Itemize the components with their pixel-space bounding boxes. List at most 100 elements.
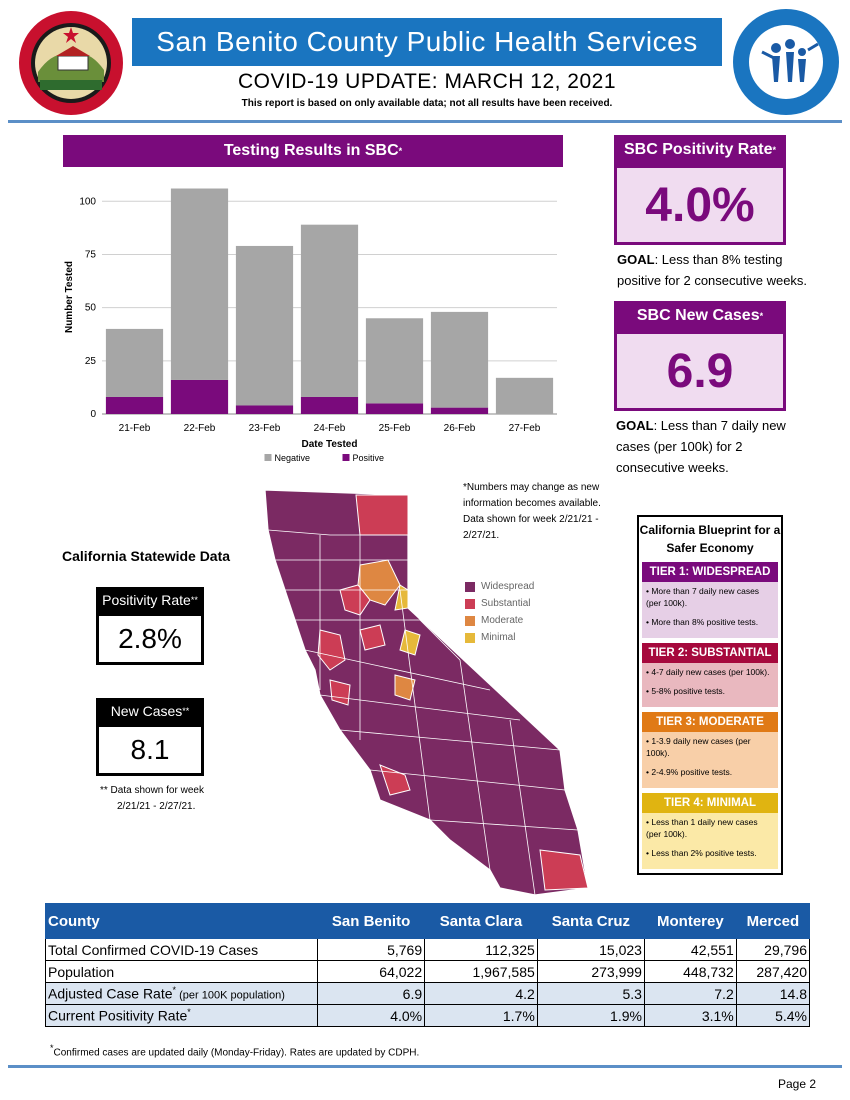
blueprint-panel: California Blueprint for a Safer Economy… xyxy=(637,515,783,875)
table-cell: 5.4% xyxy=(735,1004,811,1027)
table-header-cell: Merced xyxy=(735,903,811,939)
statewide-note: ** Data shown for week 2/21/21 - 2/27/21… xyxy=(100,783,204,815)
bar-positive xyxy=(300,396,359,414)
sbc-positivity-header: SBC Positivity Rate * xyxy=(614,135,786,165)
state-new-cases-value: 8.1 xyxy=(96,724,204,776)
state-positivity-value: 2.8% xyxy=(96,613,204,665)
report-note: This report is based on only available d… xyxy=(241,98,613,109)
tier-4-body: • Less than 1 daily new cases (per 100k)… xyxy=(642,813,778,869)
update-title: COVID-19 UPDATE: MARCH 12, 2021 xyxy=(237,70,617,93)
row-label: Population xyxy=(45,960,318,983)
map-county-substantial xyxy=(329,679,351,706)
bar-negative xyxy=(495,377,554,414)
tier-item: • Less than 2% positive tests. xyxy=(646,848,757,858)
sbc-new-cases-value: 6.9 xyxy=(614,331,786,411)
legend-swatch xyxy=(465,632,475,643)
page-number: Page 2 xyxy=(778,1077,817,1091)
footnote-mark: * xyxy=(50,1043,54,1053)
sbc-new-cases-goal: GOAL: Less than 7 daily new cases (per 1… xyxy=(616,415,786,478)
legend-minimal: Minimal xyxy=(465,629,534,646)
map-county-substantial xyxy=(379,764,411,796)
bar-negative xyxy=(170,188,229,380)
state-new-cases-label: New Cases ** xyxy=(96,698,204,724)
california-tier-map xyxy=(264,490,589,896)
footer-divider xyxy=(8,1065,842,1068)
bar-positive xyxy=(170,379,229,414)
county-seal-logo xyxy=(19,11,123,115)
table-header-cell: County xyxy=(45,903,318,939)
state-positivity-label-text: Positivity Rate xyxy=(102,592,191,608)
table-cell: 15,023 xyxy=(536,938,645,961)
x-axis-label: Date Tested xyxy=(302,439,358,450)
table-cell: 1.7% xyxy=(424,1004,538,1027)
map-county-substantial xyxy=(359,624,386,651)
tier-1-header: TIER 1: WIDESPREAD xyxy=(642,562,778,582)
map-legend-list: Widespread Substantial Moderate Minimal xyxy=(465,578,534,646)
statewide-title: California Statewide Data xyxy=(62,548,231,564)
sbc-new-cases-title: SBC New Cases xyxy=(636,307,760,324)
legend-label: Negative xyxy=(275,453,311,463)
bar-positive xyxy=(235,405,294,414)
table-header-cell: San Benito xyxy=(316,903,426,939)
y-tick-label: 25 xyxy=(85,356,97,367)
table-row: Current Positivity Rate* 4.0% 1.7% 1.9% … xyxy=(45,1004,811,1027)
map-county-substantial xyxy=(539,849,589,891)
table-cell: 6.9 xyxy=(316,982,426,1005)
table-cell: 42,551 xyxy=(643,938,737,961)
table-cell: 14.8 xyxy=(735,982,811,1005)
table-cell: 5,769 xyxy=(316,938,426,961)
bar-positive xyxy=(365,403,424,414)
table-cell: 1.9% xyxy=(536,1004,645,1027)
state-positivity-label: Positivity Rate ** xyxy=(96,587,204,613)
public-health-services-logo xyxy=(733,9,839,115)
table-header-cell: Santa Clara xyxy=(424,903,538,939)
tier-3-body: • 1-3.9 daily new cases (per 100k). • 2-… xyxy=(642,732,778,788)
tier-3-header: TIER 3: MODERATE xyxy=(642,712,778,732)
tier-1-body: • More than 7 daily new cases (per 100k)… xyxy=(642,582,778,638)
table-cell: 5.3 xyxy=(536,982,645,1005)
goal-label: GOAL xyxy=(617,252,655,267)
california-widespread-region xyxy=(264,490,589,896)
table-header-cell: Monterey xyxy=(643,903,737,939)
table-cell: 1,967,585 xyxy=(424,960,538,983)
y-tick-label: 75 xyxy=(85,249,97,260)
goal-text: : Less than 8% testing positive for 2 co… xyxy=(617,252,808,288)
bar-positive xyxy=(430,407,489,414)
row-label: Current Positivity Rate* xyxy=(45,1004,318,1027)
state-positivity-mark: ** xyxy=(190,595,198,605)
bar-negative xyxy=(365,318,424,404)
statewide-note-line: ** Data shown for week xyxy=(100,785,204,796)
legend-swatch xyxy=(465,615,475,626)
sbc-positivity-goal: GOAL: Less than 8% testing positive for … xyxy=(617,249,812,291)
county-comparison-table: County San Benito Santa Clara Santa Cruz… xyxy=(45,903,811,1027)
x-tick-label: 27-Feb xyxy=(509,423,541,434)
legend-swatch xyxy=(264,454,272,461)
table-cell: 273,999 xyxy=(536,960,645,983)
map-county-substantial xyxy=(317,629,346,671)
sbc-positivity-mark: * xyxy=(772,145,776,155)
y-tick-label: 50 xyxy=(85,303,97,314)
y-tick-label: 0 xyxy=(90,409,96,420)
table-row: Adjusted Case Rate* (per 100K population… xyxy=(45,982,811,1005)
sbc-positivity-value: 4.0% xyxy=(614,165,786,245)
tier-item: • 4-7 daily new cases (per 100k). xyxy=(646,667,770,677)
legend-widespread: Widespread xyxy=(465,578,534,595)
header-divider xyxy=(8,120,842,123)
sbc-new-cases-mark: * xyxy=(759,311,764,321)
table-cell: 29,796 xyxy=(735,938,811,961)
table-header-cell: Santa Cruz xyxy=(536,903,645,939)
goal-label: GOAL xyxy=(616,418,654,433)
table-header-row: County San Benito Santa Clara Santa Cruz… xyxy=(45,903,811,939)
table-row: Population 64,022 1,967,585 273,999 448,… xyxy=(45,960,811,983)
table-cell: 4.2 xyxy=(424,982,538,1005)
bar-negative xyxy=(430,311,489,408)
tier-item: • 5-8% positive tests. xyxy=(646,686,726,696)
tier-item: • Less than 1 daily new cases (per 100k)… xyxy=(646,817,758,839)
legend-swatch xyxy=(465,581,475,592)
table-footnote: *Confirmed cases are updated daily (Mond… xyxy=(50,1043,419,1058)
bar-negative xyxy=(235,245,294,406)
legend-label: Positive xyxy=(353,453,385,463)
blueprint-title: California Blueprint for a Safer Economy xyxy=(639,523,781,555)
state-new-cases-label-text: New Cases xyxy=(110,703,183,719)
legend-label: Substantial xyxy=(481,598,531,609)
